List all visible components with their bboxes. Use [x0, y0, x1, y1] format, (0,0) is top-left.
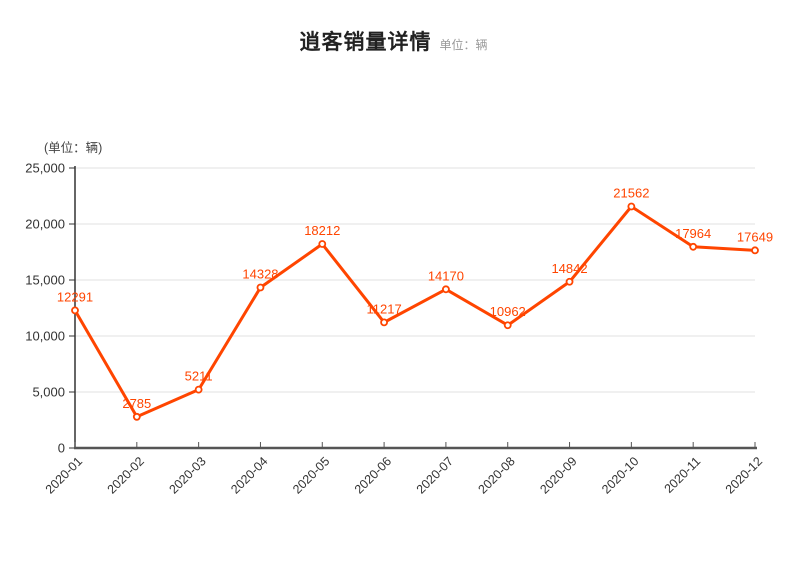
data-point-label: 21562 [613, 186, 649, 201]
y-tick-label: 10,000 [25, 329, 65, 344]
data-point-marker [318, 240, 327, 248]
y-tick-label: 0 [58, 441, 65, 456]
data-point-label: 17649 [737, 229, 773, 244]
data-point-label: 14328 [242, 267, 278, 282]
data-point-label: 11217 [366, 301, 401, 316]
data-point-label: 10962 [490, 304, 526, 319]
data-point-label: 14170 [428, 268, 464, 283]
x-tick-label: 2020-03 [166, 454, 208, 496]
data-point-marker [194, 385, 203, 394]
x-tick-label: 2020-06 [352, 454, 394, 496]
y-tick-label: 5,000 [32, 385, 65, 400]
series-line [73, 205, 757, 419]
data-point-marker [71, 306, 79, 315]
title-unit-label: 单位：辆 [439, 38, 488, 52]
data-point-label: 12291 [57, 289, 93, 304]
x-tick-label: 2020-04 [228, 454, 270, 496]
x-tick-label: 2020-09 [537, 454, 579, 496]
data-point-marker [503, 321, 512, 330]
x-tick-label: 2020-10 [599, 454, 641, 496]
data-point-marker [627, 202, 636, 211]
data-point-marker [442, 285, 450, 294]
data-point-marker [565, 277, 574, 286]
x-tick-label: 2020-01 [43, 454, 85, 496]
data-point-label: 2785 [122, 396, 151, 411]
data-point-label: 17964 [675, 226, 711, 241]
data-point-label: 14842 [551, 261, 587, 276]
x-tick-label: 2020-05 [290, 454, 332, 496]
data-point-label: 5211 [185, 369, 213, 384]
x-tick-label: 2020-02 [105, 454, 147, 496]
y-tick-label: 15,000 [25, 273, 65, 288]
data-point-label: 18212 [304, 223, 340, 238]
y-tick-label: 20,000 [25, 217, 65, 232]
y-tick-label: 25,000 [25, 161, 65, 176]
x-tick-label: 2020-11 [662, 454, 704, 496]
page-title: 逍客销量详情 [299, 31, 432, 54]
x-tick-label: 2020-08 [476, 454, 518, 496]
chart-header: 逍客销量详情 单位：辆 [0, 26, 787, 56]
data-point-marker [689, 242, 698, 251]
x-tick-label: 2020-12 [723, 454, 765, 496]
y-axis-unit-label: (单位：辆) [44, 141, 103, 155]
data-point-marker [132, 412, 141, 421]
x-tick-label: 2020-07 [414, 454, 456, 496]
data-point-marker [751, 246, 759, 255]
data-point-marker [380, 318, 388, 327]
data-point-marker [256, 283, 265, 292]
